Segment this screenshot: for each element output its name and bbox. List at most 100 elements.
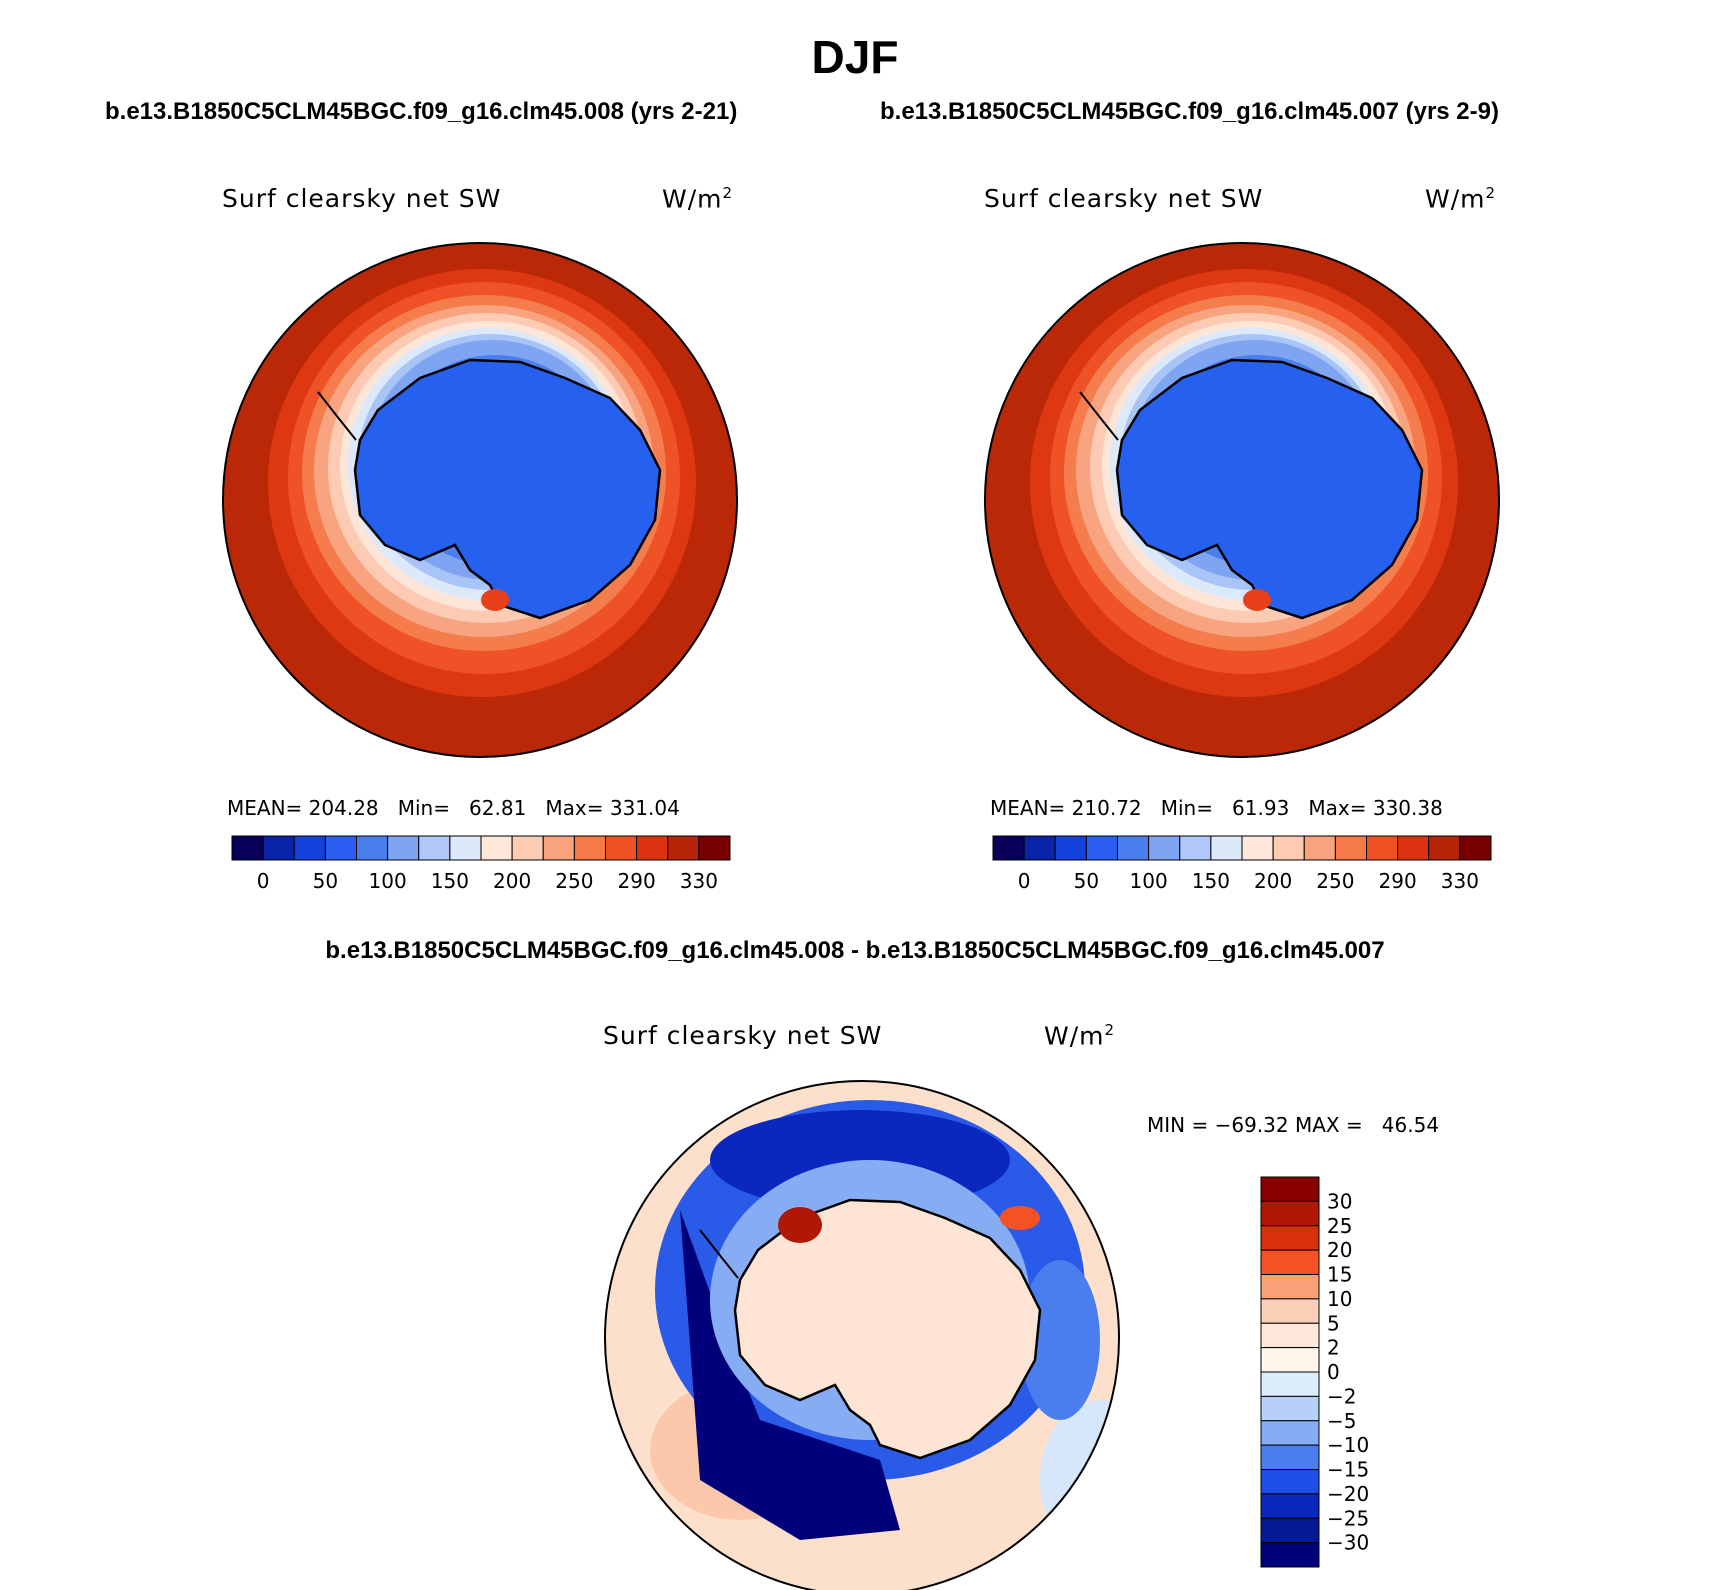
diff-colorbar-box <box>1260 1274 1320 1300</box>
left-colorbar-box <box>542 835 575 861</box>
diff-colorbar-box <box>1260 1298 1320 1324</box>
left-colorbar-box <box>605 835 638 861</box>
diff-colorbar-tick-label: 30 <box>1327 1189 1352 1213</box>
diff-units-exponent: 2 <box>1104 1021 1116 1039</box>
left-max-label: Max= <box>545 796 604 820</box>
left-colorbar-box <box>293 835 326 861</box>
right-colorbar-tick-label: 0 <box>1018 869 1031 893</box>
right-colorbar-box <box>1334 835 1367 861</box>
diff-units-label: W/m2 <box>1044 1021 1115 1050</box>
right-mean-label: MEAN= <box>990 796 1066 820</box>
diff-colorbar-tick-label: −10 <box>1327 1433 1369 1457</box>
left-colorbar-box <box>418 835 451 861</box>
right-colorbar-box <box>1272 835 1305 861</box>
left-colorbar-box <box>698 835 731 861</box>
diff-colorbar-box <box>1260 1517 1320 1544</box>
diff-colorbar-tick-label: 5 <box>1327 1311 1340 1335</box>
left-colorbar-box <box>667 835 700 861</box>
left-colorbar-box <box>480 835 513 861</box>
diff-colorbar-box <box>1260 1176 1320 1202</box>
diff-colorbar-tick-label: −15 <box>1327 1458 1369 1482</box>
diff-colorbar-box <box>1260 1469 1320 1495</box>
right-colorbar-tick-label: 290 <box>1379 869 1417 893</box>
left-colorbar-box <box>231 835 264 861</box>
right-colorbar-box <box>1023 835 1056 861</box>
left-colorbar-tick-label: 250 <box>555 869 593 893</box>
diff-colorbar-box <box>1260 1225 1320 1251</box>
right-colorbar-box <box>992 835 1025 861</box>
diff-colorbar-tick-label: −20 <box>1327 1482 1369 1506</box>
left-units-text: W/m <box>662 184 723 214</box>
right-max-label: Max= <box>1308 796 1367 820</box>
diff-colorbar-tick-label: 0 <box>1327 1360 1340 1384</box>
right-colorbar-tick-label: 100 <box>1130 869 1168 893</box>
diff-colorbar-box <box>1260 1395 1320 1422</box>
right-min-label: Min= <box>1160 796 1213 820</box>
left-colorbar-tick-label: 0 <box>257 869 270 893</box>
right-colorbar-box <box>1397 835 1430 861</box>
right-units-exponent: 2 <box>1485 184 1497 202</box>
left-colorbar-tick-label: 290 <box>618 869 656 893</box>
right-colorbar-box <box>1210 835 1243 861</box>
right-colorbar-box <box>1303 835 1336 861</box>
right-colorbar-box <box>1085 835 1118 861</box>
left-colorbar-tick-label: 200 <box>493 869 531 893</box>
diff-colorbar-tick-label: 10 <box>1327 1287 1352 1311</box>
right-stats: MEAN= 210.72 Min= 61.93 Max= 330.38 <box>990 796 1443 820</box>
left-max-value: 331.04 <box>609 796 680 820</box>
diff-minmax: MIN = −69.32 MAX = 46.54 <box>1147 1113 1440 1137</box>
diff-colorbar-box <box>1260 1347 1320 1373</box>
right-colorbar-box <box>1366 835 1399 861</box>
diff-colorbar-box <box>1260 1322 1320 1349</box>
right-colorbar-box <box>1241 835 1274 861</box>
difference-case-title: b.e13.B1850C5CLM45BGC.f09_g16.clm45.008 … <box>325 937 1385 964</box>
left-mean-label: MEAN= <box>227 796 303 820</box>
diff-colorbar-tick-label: −25 <box>1327 1506 1369 1530</box>
diff-colorbar-tick-label: −30 <box>1327 1531 1369 1555</box>
diff-variable-label: Surf clearsky net SW <box>603 1021 883 1050</box>
diff-colorbar-tick-label: 25 <box>1327 1214 1352 1238</box>
diff-colorbar-box <box>1260 1249 1320 1275</box>
left-min-value: 62.81 <box>469 796 527 820</box>
left-colorbar-tick-label: 330 <box>680 869 718 893</box>
right-colorbar-box <box>1428 835 1461 861</box>
left-colorbar-box <box>636 835 669 861</box>
left-map <box>222 242 738 758</box>
right-colorbar: 0 50 100 150 200 250 290 330 <box>992 835 1492 893</box>
right-max-value: 330.38 <box>1372 796 1443 820</box>
diff-colorbar-tick-label: 20 <box>1327 1238 1352 1262</box>
left-colorbar-box <box>511 835 544 861</box>
right-units-label: W/m2 <box>1425 184 1496 213</box>
left-colorbar-tick-label: 50 <box>313 869 338 893</box>
right-colorbar-tick-label: 250 <box>1316 869 1354 893</box>
diff-colorbar-tick-label: −5 <box>1327 1409 1356 1433</box>
diff-colorbar-box <box>1260 1444 1320 1470</box>
diff-colorbar-tick-label: 2 <box>1327 1336 1340 1360</box>
diff-colorbar-box <box>1260 1371 1320 1397</box>
right-case-title: b.e13.B1850C5CLM45BGC.f09_g16.clm45.007 … <box>880 98 1499 125</box>
right-colorbar-tick-label: 200 <box>1254 869 1292 893</box>
diff-colorbar-box <box>1260 1200 1320 1227</box>
left-colorbar-tick-label: 150 <box>431 869 469 893</box>
right-colorbar-box <box>1117 835 1150 861</box>
right-mean-value: 210.72 <box>1071 796 1142 820</box>
right-colorbar-tick-label: 150 <box>1192 869 1230 893</box>
left-mean-value: 204.28 <box>308 796 379 820</box>
diff-colorbar-box <box>1260 1542 1320 1568</box>
right-colorbar-box <box>1054 835 1087 861</box>
left-colorbar-box <box>449 835 482 861</box>
right-colorbar-tick-label: 330 <box>1441 869 1479 893</box>
left-case-title: b.e13.B1850C5CLM45BGC.f09_g16.clm45.008 … <box>105 98 738 125</box>
diff-colorbar-box <box>1260 1420 1320 1446</box>
right-units-text: W/m <box>1425 184 1486 214</box>
right-map <box>984 242 1500 758</box>
left-colorbar-box <box>356 835 389 861</box>
left-units-label: W/m2 <box>662 184 733 213</box>
left-colorbar: 0 50 100 150 200 250 290 330 <box>231 835 731 893</box>
left-colorbar-box <box>573 835 606 861</box>
left-colorbar-box <box>324 835 357 861</box>
left-min-label: Min= <box>397 796 450 820</box>
diff-colorbar-box <box>1260 1493 1320 1519</box>
